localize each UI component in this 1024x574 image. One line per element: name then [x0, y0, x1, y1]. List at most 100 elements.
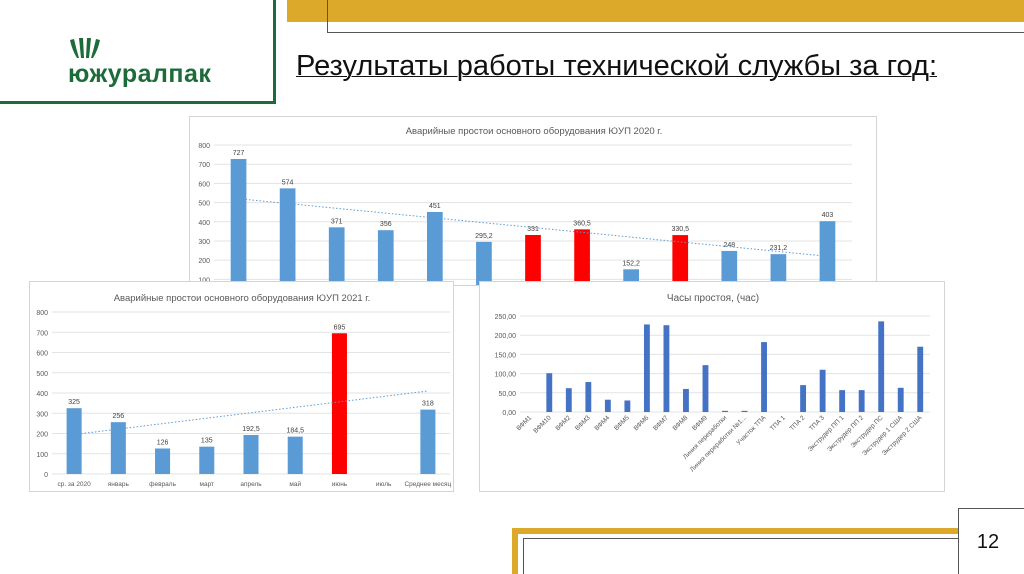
data-label: 331: [527, 226, 539, 233]
logo-wordmark: южуралпак: [68, 60, 212, 88]
bar: [377, 230, 394, 285]
bar: [243, 435, 259, 474]
y-tick-label: 400: [198, 220, 210, 227]
x-tick-label: апрель: [240, 481, 262, 488]
chart-2020: Аварийные простои основного оборудования…: [198, 126, 852, 285]
bar: [420, 409, 436, 474]
y-tick-label: 700: [198, 162, 210, 169]
data-label: 574: [282, 179, 294, 186]
y-tick-label: 700: [36, 330, 48, 337]
bar: [66, 408, 82, 474]
bar: [230, 159, 247, 285]
x-tick-label: ВФМ7: [652, 414, 670, 432]
y-tick-label: 50,00: [498, 391, 516, 398]
bar: [643, 324, 650, 412]
data-label: 360,5: [573, 220, 591, 227]
y-tick-label: 0,00: [502, 410, 516, 417]
data-label: 256: [112, 413, 124, 420]
bar: [819, 221, 836, 285]
y-tick-label: 0: [44, 472, 48, 479]
x-tick-label: ТПА 3: [808, 414, 826, 432]
y-tick-label: 400: [36, 391, 48, 398]
bar: [683, 388, 689, 412]
footer-frame-line: [523, 538, 1024, 574]
y-tick-label: 600: [198, 181, 210, 188]
bar: [663, 325, 670, 412]
bar: [770, 254, 787, 285]
x-tick-label: ВФМ2: [554, 414, 572, 432]
x-tick-label: июнь: [332, 481, 348, 488]
page-number: 12: [976, 531, 1000, 553]
x-tick-label: ТПА 2: [789, 414, 807, 432]
y-tick-label: 300: [36, 411, 48, 418]
x-tick-label: июль: [376, 481, 392, 488]
page-number-box: 12: [958, 508, 1024, 574]
bar: [574, 229, 590, 285]
y-tick-label: 100: [36, 452, 48, 459]
x-tick-label: ВФМ1: [515, 414, 533, 432]
bar: [476, 241, 492, 285]
chart-title: Часы простоя, (час): [667, 293, 759, 304]
bar: [279, 188, 296, 285]
bar: [741, 410, 748, 412]
bar: [331, 333, 347, 474]
bar: [624, 400, 631, 412]
data-label: 248: [723, 242, 735, 249]
company-logo: [68, 36, 102, 62]
bar: [604, 399, 611, 412]
y-tick-label: 800: [36, 310, 48, 317]
bar: [672, 235, 689, 285]
chart-title: Аварийные простои основного оборудования…: [406, 126, 663, 137]
x-tick-label: май: [289, 480, 301, 488]
bar: [155, 448, 171, 474]
y-tick-label: 500: [36, 371, 48, 378]
x-tick-label: ВФМ9: [691, 414, 709, 432]
data-label: 727: [233, 150, 245, 157]
data-label: 295,2: [475, 233, 493, 240]
y-tick-label: 150,00: [495, 352, 517, 359]
footer-gold-frame: [512, 528, 1024, 574]
bar: [287, 436, 303, 474]
bar: [585, 382, 592, 412]
bar: [839, 390, 846, 412]
chart-title: Аварийные простои основного оборудования…: [114, 293, 371, 304]
bar: [328, 227, 345, 285]
x-tick-label: ВФМ3: [574, 414, 592, 432]
header-frame-line: [327, 0, 1024, 33]
data-label: 126: [157, 439, 169, 446]
bar: [819, 369, 826, 412]
x-tick-label: ТПА 1: [769, 414, 787, 432]
y-tick-label: 300: [198, 239, 210, 246]
chart-2021-panel: Аварийные простои основного оборудования…: [29, 281, 454, 492]
bar: [878, 321, 885, 412]
data-label: 192,5: [242, 426, 260, 433]
data-label: 135: [201, 438, 213, 445]
bar: [546, 373, 553, 412]
chart-2020-panel: Аварийные простои основного оборудования…: [189, 116, 877, 286]
data-label: 356: [380, 221, 392, 228]
x-tick-label: январь: [108, 481, 130, 488]
x-tick-label: ср. за 2020: [57, 481, 91, 488]
data-label: 403: [822, 212, 834, 219]
bar: [722, 410, 728, 412]
y-tick-label: 200,00: [495, 333, 517, 340]
y-tick-label: 800: [198, 143, 210, 150]
bar: [917, 346, 924, 412]
data-label: 152,2: [622, 260, 640, 267]
header-gold-bar: [287, 0, 1024, 22]
x-tick-label: март: [200, 481, 215, 488]
y-tick-label: 200: [36, 432, 48, 439]
bar: [897, 387, 904, 412]
bar: [525, 234, 541, 285]
bar: [565, 388, 572, 412]
bar: [702, 365, 709, 412]
bar: [721, 250, 738, 285]
x-tick-label: февраль: [149, 481, 176, 488]
data-label: 325: [68, 399, 80, 406]
data-label: 330,5: [671, 226, 689, 233]
bar: [110, 422, 126, 474]
logo-frame: южуралпак: [0, 0, 276, 104]
data-label: 318: [422, 401, 434, 408]
data-label: 231,2: [770, 245, 788, 252]
y-tick-label: 500: [198, 201, 210, 208]
